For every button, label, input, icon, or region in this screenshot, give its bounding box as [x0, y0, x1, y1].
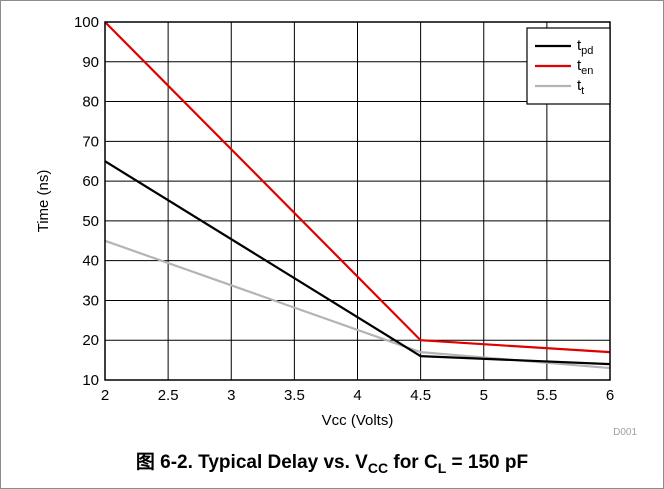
- x-tick-label: 4: [353, 387, 361, 404]
- caption-sub-cc: CC: [368, 460, 388, 476]
- x-axis-label: Vcc (Volts): [322, 412, 394, 429]
- plot-border: [104, 21, 611, 381]
- caption-suffix: = 150 pF: [446, 452, 528, 473]
- legend-label: tpd: [577, 37, 593, 57]
- legend-label: tt: [577, 77, 584, 97]
- series-line-tt: [104, 239, 611, 370]
- series-line-tpd: [104, 160, 611, 366]
- x-tick-label: 3.5: [284, 387, 305, 404]
- x-tick-label: 2: [101, 387, 109, 404]
- x-tick-labels: 2 2.5 3 3.5 4 4.5 5 5.5 6: [101, 387, 614, 404]
- caption-prefix: 图 6-2. Typical Delay vs. V: [136, 451, 368, 473]
- x-tick-label: 4.5: [410, 387, 431, 404]
- legend-label: ten: [577, 57, 593, 77]
- x-tick-label: 3: [227, 387, 235, 404]
- y-tick-label: 30: [82, 292, 99, 309]
- x-tick-label: 2.5: [158, 387, 179, 404]
- y-tick-label: 20: [82, 332, 99, 349]
- grid: [104, 21, 611, 381]
- x-tick-label: 5: [480, 387, 488, 404]
- figure-code: D001: [613, 427, 637, 438]
- y-tick-label: 40: [82, 253, 99, 270]
- caption-mid: for C: [388, 452, 438, 473]
- x-tick-label: 6: [606, 387, 614, 404]
- y-tick-label: 100: [74, 14, 99, 31]
- x-tick-label: 5.5: [536, 387, 557, 404]
- caption-sub-l: L: [438, 460, 447, 476]
- figure-caption: 图 6-2. Typical Delay vs. VCC for CL = 15…: [136, 451, 528, 476]
- series-line-ten: [104, 21, 611, 354]
- y-tick-label: 60: [82, 173, 99, 190]
- y-tick-label: 50: [82, 213, 99, 230]
- y-axis-label: Time (ns): [35, 170, 52, 233]
- y-tick-label: 80: [82, 94, 99, 111]
- y-tick-label: 90: [82, 54, 99, 71]
- y-tick-labels: 10 20 30 40 50 60 70 80 90 100: [74, 14, 99, 389]
- y-tick-label: 10: [82, 372, 99, 389]
- series-layer: [104, 21, 611, 370]
- y-tick-label: 70: [82, 133, 99, 150]
